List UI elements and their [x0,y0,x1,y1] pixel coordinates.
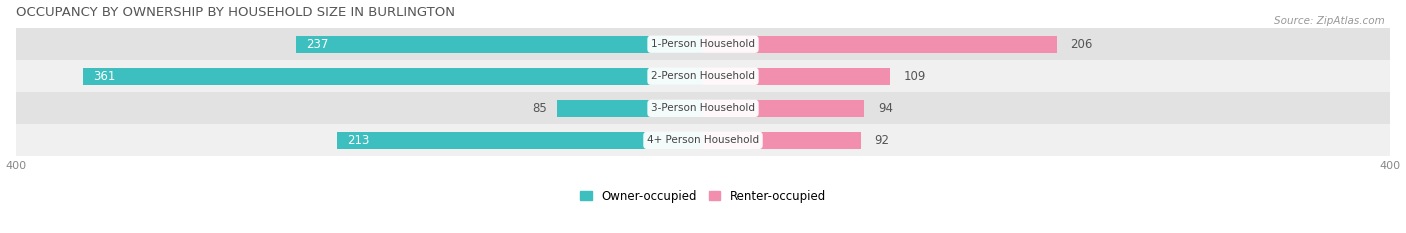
Bar [557,100,703,117]
Bar [337,132,703,149]
Bar [703,68,890,85]
Text: 361: 361 [93,70,115,83]
Text: 85: 85 [531,102,547,115]
Text: 206: 206 [1070,38,1092,51]
Text: 109: 109 [904,70,927,83]
Text: OCCUPANCY BY OWNERSHIP BY HOUSEHOLD SIZE IN BURLINGTON: OCCUPANCY BY OWNERSHIP BY HOUSEHOLD SIZE… [15,6,456,19]
Text: Source: ZipAtlas.com: Source: ZipAtlas.com [1274,16,1385,26]
Legend: Owner-occupied, Renter-occupied: Owner-occupied, Renter-occupied [575,185,831,207]
Text: 2-Person Household: 2-Person Household [651,71,755,81]
Bar [297,36,703,53]
Text: 92: 92 [875,134,890,147]
Bar [83,68,703,85]
Bar [15,60,1391,92]
Bar [15,124,1391,156]
Text: 4+ Person Household: 4+ Person Household [647,135,759,145]
Text: 1-Person Household: 1-Person Household [651,39,755,49]
Bar [703,100,865,117]
Text: 213: 213 [347,134,370,147]
Bar [703,132,860,149]
Text: 3-Person Household: 3-Person Household [651,103,755,113]
Text: 237: 237 [307,38,329,51]
Bar [15,92,1391,124]
Text: 94: 94 [879,102,893,115]
Bar [703,36,1057,53]
Bar [15,28,1391,60]
